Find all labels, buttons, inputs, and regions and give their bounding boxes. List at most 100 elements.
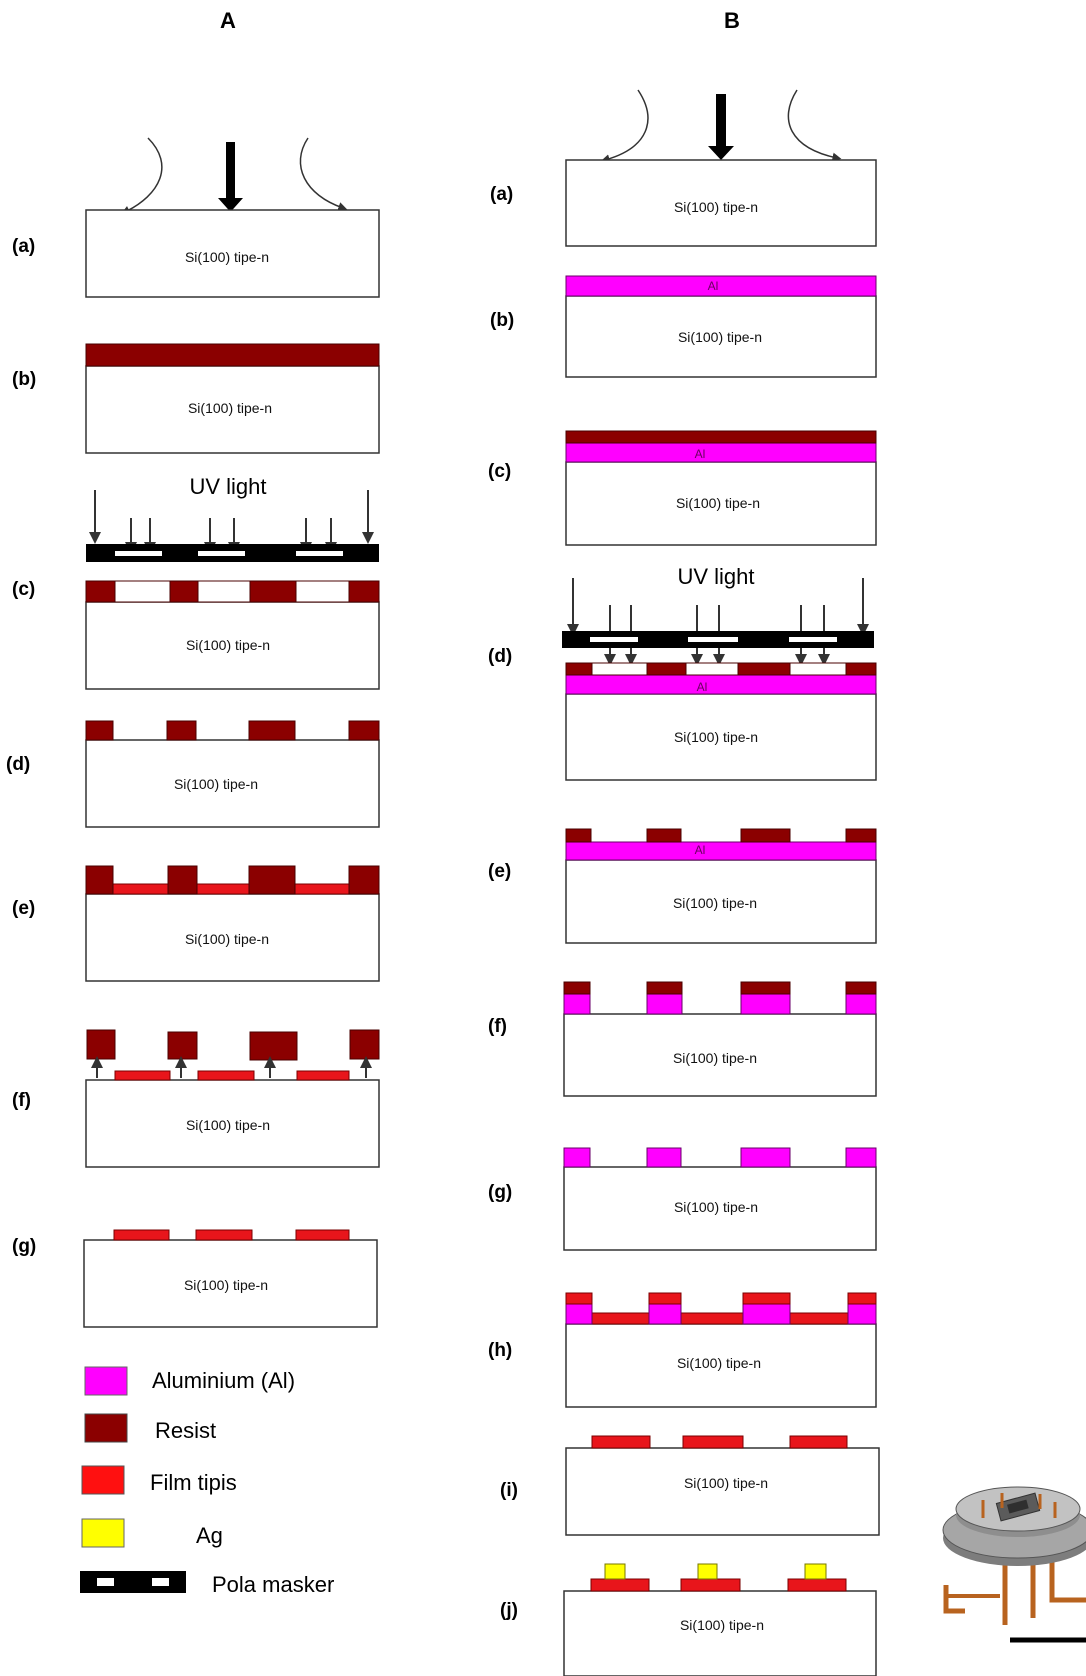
lifted-resist (249, 1031, 298, 1061)
lifted-resist (86, 1029, 116, 1060)
al-label: Al (697, 680, 708, 694)
aluminium-pattern (847, 1303, 877, 1325)
step-label: (h) (488, 1340, 512, 1361)
step-label: (g) (12, 1236, 36, 1257)
thin-film-pattern (682, 1435, 744, 1449)
column-b-step-e: (e) Al Si(100) tipe-n (488, 828, 877, 944)
column-a-step-e: (e) Si(100) tipe-n (12, 865, 380, 982)
column-b-step-a: (a) Si(100) tipe-n (490, 89, 877, 247)
substrate-label: Si(100) tipe-n (678, 329, 762, 345)
substrate (85, 1079, 380, 1168)
heating-arrow-icon (120, 137, 163, 215)
aluminium-layer (565, 275, 877, 297)
lifted-resist (167, 1031, 198, 1060)
resist-pattern (348, 865, 380, 895)
mask-opening (590, 637, 638, 642)
substrate (565, 295, 877, 378)
resist-pattern (740, 981, 791, 995)
column-a-step-d: (d) Si(100) tipe-n (6, 720, 380, 828)
step-label: (b) (12, 369, 36, 390)
thin-film-on-al (742, 1292, 791, 1305)
step-label: (g) (488, 1182, 512, 1203)
thin-film-pattern (680, 1578, 741, 1592)
substrate-label: Si(100) tipe-n (680, 1617, 764, 1633)
heating-arrow-icon (600, 89, 649, 164)
thin-film-pattern (590, 1578, 650, 1592)
legend-label: Pola masker (212, 1572, 334, 1597)
substrate (565, 693, 877, 781)
resist-pattern (248, 865, 296, 895)
step-label: (e) (488, 861, 511, 882)
legend-label: Ag (196, 1523, 223, 1548)
legend-swatch-mask (80, 1571, 186, 1593)
substrate (85, 365, 380, 454)
substrate (85, 893, 380, 982)
resist-pattern (845, 981, 877, 995)
substrate (565, 1323, 877, 1408)
mask-opening (296, 551, 343, 556)
aluminium-pattern (646, 993, 683, 1015)
thin-film-pattern (787, 1578, 847, 1592)
step-label: (j) (500, 1600, 518, 1621)
mask-opening (198, 551, 245, 556)
mask-opening (688, 637, 738, 642)
substrate (85, 739, 380, 828)
column-b-step-c: (c) Al Si(100) tipe-n (488, 430, 877, 546)
substrate-label: Si(100) tipe-n (186, 1117, 270, 1133)
aluminium-pattern (646, 1147, 682, 1168)
aluminium-layer (565, 674, 877, 695)
resist-pattern (646, 981, 683, 995)
substrate-label: Si(100) tipe-n (674, 199, 758, 215)
resist-pattern (740, 828, 791, 843)
column-title-b: B (724, 8, 740, 33)
legend-label: Film tipis (150, 1470, 237, 1495)
legend: Aluminium (Al) Resist Film tipis Ag Pola… (80, 1366, 334, 1597)
substrate-label: Si(100) tipe-n (185, 931, 269, 947)
step-label: (c) (12, 579, 35, 600)
lift-off-arrow-icon (91, 1056, 372, 1078)
aluminium-pattern (565, 1303, 593, 1325)
al-label: Al (708, 279, 719, 293)
column-a-step-c: UV light (c) Si(100) tipe-n (12, 474, 380, 690)
substrate-label: Si(100) tipe-n (186, 637, 270, 653)
column-b-step-g: (g) Si(100) tipe-n (488, 1147, 877, 1251)
step-label: (f) (12, 1090, 31, 1111)
substrate-label: Si(100) tipe-n (673, 1050, 757, 1066)
step-label: (a) (490, 184, 513, 205)
thin-film-on-al (565, 1292, 593, 1305)
deposition-arrow-icon (218, 142, 243, 212)
substrate (85, 209, 380, 298)
column-b-step-j: (j) Si(100) tipe-n (500, 1563, 877, 1676)
aluminium-pattern (740, 993, 791, 1015)
aluminium-pattern (845, 993, 877, 1015)
column-title-a: A (220, 8, 236, 33)
step-label: (b) (490, 310, 514, 331)
substrate-label: Si(100) tipe-n (673, 895, 757, 911)
thin-film-pattern (114, 1070, 171, 1081)
step-label: (d) (488, 646, 512, 667)
legend-label: Resist (155, 1418, 216, 1443)
resist-pattern (248, 720, 296, 741)
aluminium-pattern (742, 1303, 791, 1325)
substrate-label: Si(100) tipe-n (188, 400, 272, 416)
column-b-step-d: UV light (d) Al Si(100) tipe-n (488, 564, 877, 781)
exposed-resist (295, 580, 350, 603)
column-a-step-b: (b) Si(100) tipe-n (12, 343, 380, 454)
thin-film-pattern (789, 1435, 848, 1449)
heating-arrow-icon (787, 89, 842, 162)
aluminium-pattern (563, 1147, 591, 1168)
heating-arrow-icon (299, 137, 348, 211)
substrate-label: Si(100) tipe-n (184, 1277, 268, 1293)
step-label: (e) (12, 898, 35, 919)
step-label: (c) (488, 461, 511, 482)
step-label: (d) (6, 754, 30, 775)
ag-contact (604, 1563, 626, 1580)
thin-film-pattern (113, 1229, 170, 1241)
mask-opening (789, 637, 837, 642)
thin-film-layer (565, 1312, 877, 1325)
resist-pattern (348, 720, 380, 741)
substrate-label: Si(100) tipe-n (676, 495, 760, 511)
substrate (565, 461, 877, 546)
substrate (563, 1013, 877, 1097)
thin-film-on-al (648, 1292, 682, 1305)
